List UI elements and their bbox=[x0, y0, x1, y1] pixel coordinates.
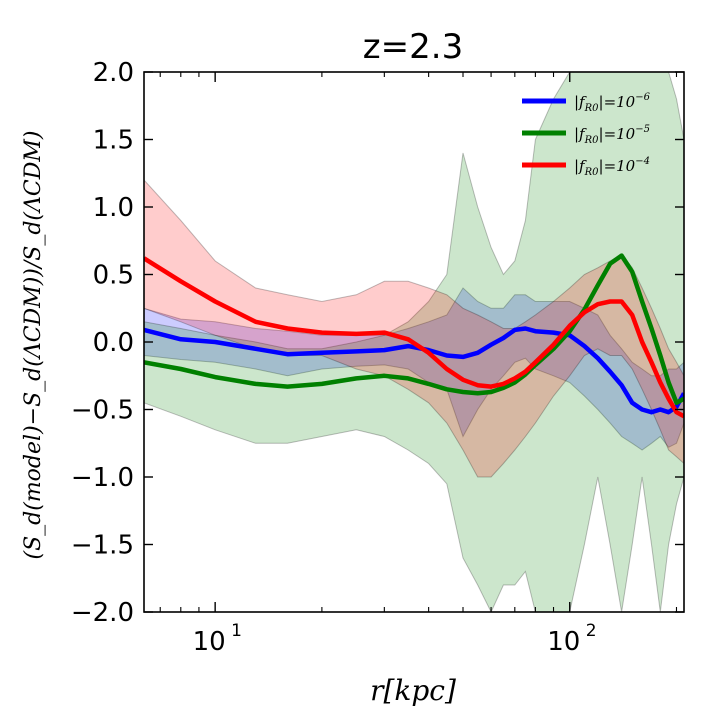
y-tick-label: 0.0 bbox=[93, 328, 134, 358]
legend-item-1: |fR0|=10−6 bbox=[522, 92, 651, 114]
series-lines bbox=[144, 253, 684, 419]
y-tick-label: −2.0 bbox=[71, 598, 134, 628]
y-tick-label: −1.5 bbox=[71, 531, 134, 561]
legend-label: |fR0|=10−6 bbox=[574, 92, 651, 114]
line-series-3 bbox=[144, 256, 684, 419]
y-tick-label: −1.0 bbox=[71, 463, 134, 493]
x-tick-label-exponent: 2 bbox=[586, 621, 597, 641]
y-tick-label: 1.0 bbox=[93, 193, 134, 223]
y-axis-label: (S_d(model)−S_d(ΛCDM))/S_d(ΛCDM) bbox=[21, 131, 46, 560]
line-series-2 bbox=[144, 253, 684, 406]
legend-label: |fR0|=10−5 bbox=[574, 124, 650, 146]
plot-frame bbox=[143, 71, 685, 613]
y-tick-label: 1.5 bbox=[93, 126, 134, 156]
legend-label: |fR0|=10−4 bbox=[574, 156, 650, 178]
axis-ticks: −2.0−1.5−1.0−0.50.00.51.01.52.010 1 10 2 bbox=[71, 58, 684, 657]
y-tick-label: −0.5 bbox=[71, 396, 134, 426]
x-tick-label-exponent: 1 bbox=[231, 621, 242, 641]
legend-item-3: |fR0|=10−4 bbox=[522, 156, 650, 178]
legend-item-2: |fR0|=10−5 bbox=[522, 124, 650, 146]
y-tick-label: 2.0 bbox=[93, 58, 134, 88]
chart-title: z=2.3 bbox=[363, 27, 463, 67]
x-axis-label: r[kpc] bbox=[370, 674, 456, 707]
legend: |fR0|=10−6 |fR0|=10−5 |fR0|=10−4 bbox=[522, 92, 651, 178]
x-tick-label: 10 bbox=[547, 627, 580, 657]
band-series-3 bbox=[144, 179, 684, 478]
x-tick-label: 10 bbox=[193, 627, 226, 657]
y-tick-label: 0.5 bbox=[93, 261, 134, 291]
line-series-1 bbox=[144, 326, 684, 415]
